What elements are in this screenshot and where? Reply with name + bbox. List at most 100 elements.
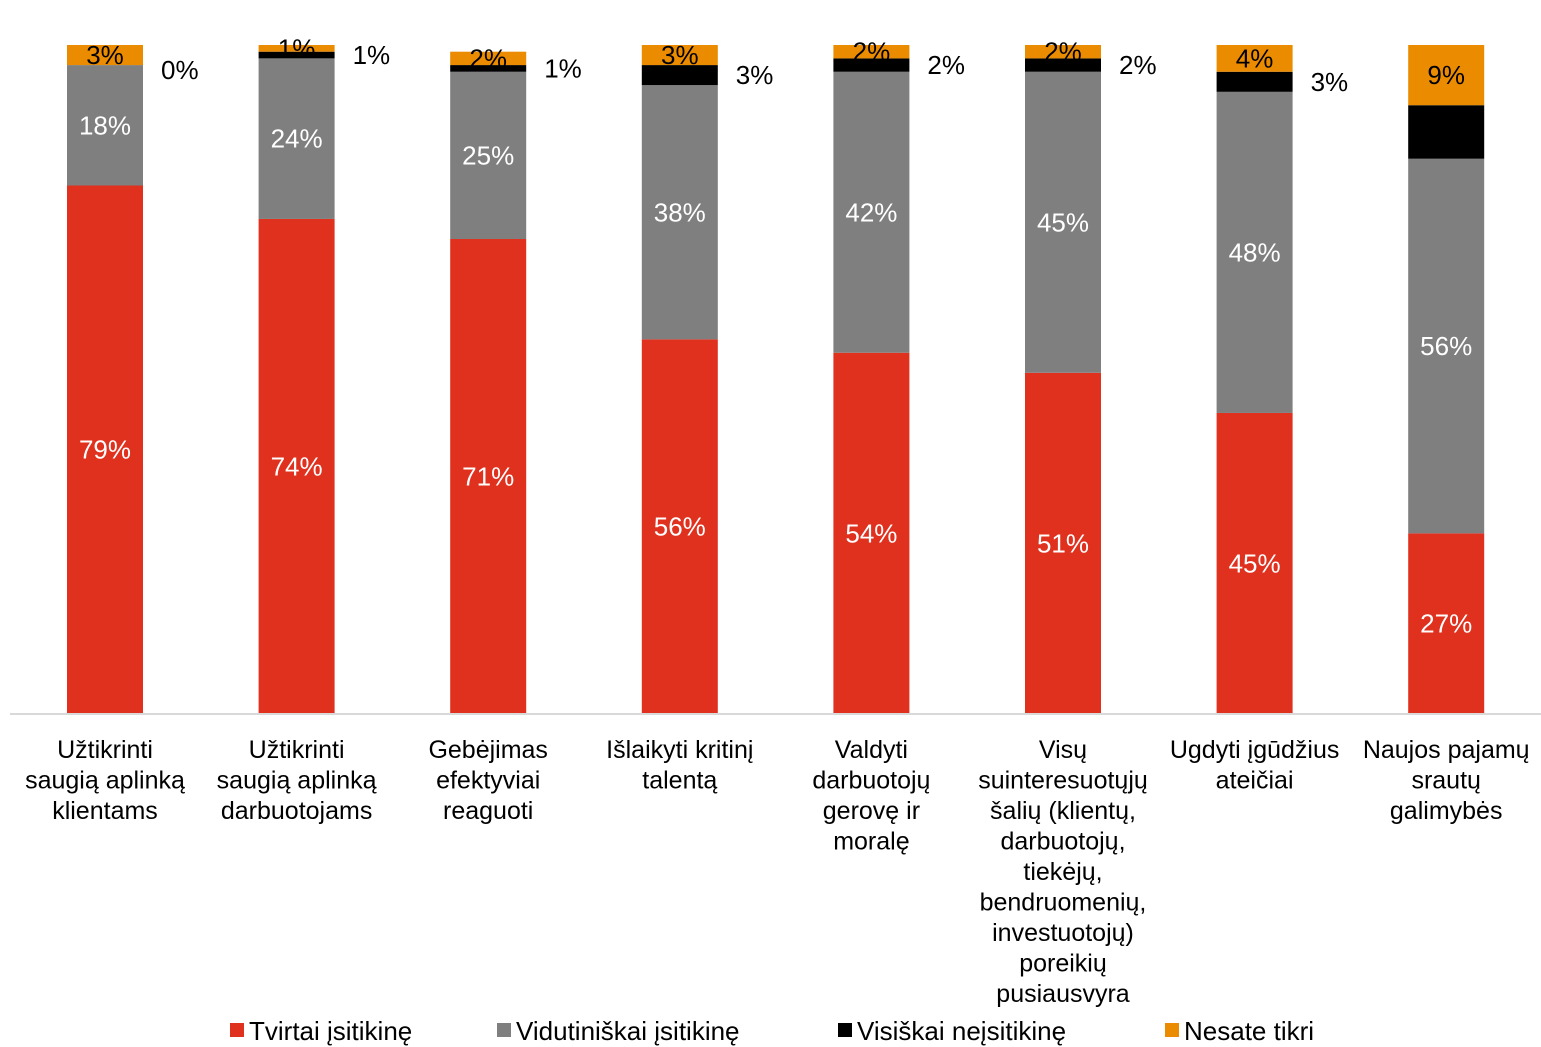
category-label-line: saugią aplinką bbox=[25, 767, 185, 795]
bar-labels-group: 79% 18% 0% 3% 74% 24% 1% 1% 71% 25% 1% 2% 56% 38% 3% 3%… bbox=[79, 33, 1472, 638]
category-label: Ugdyti įgūdžius ateičiai bbox=[1170, 736, 1340, 795]
legend: Tvirtai įsitikinę Vidutiniškai įsitikinę V… bbox=[230, 1016, 1314, 1046]
category-label-line: srautų bbox=[1411, 767, 1480, 795]
bar-segment bbox=[67, 45, 143, 66]
data-label: 45% bbox=[1229, 548, 1281, 578]
bar-segment bbox=[1408, 158, 1485, 534]
legend-label: Tvirtai įsitikinę bbox=[249, 1016, 412, 1046]
data-label: 2% bbox=[927, 50, 965, 80]
data-label: 4% bbox=[1236, 43, 1274, 73]
category-label-line: efektyviai bbox=[436, 767, 540, 795]
legend-label: Visiškai neįsitikinę bbox=[857, 1016, 1066, 1046]
category-labels-group: Užtikrinti saugią aplinką klientamsUžtikri… bbox=[25, 736, 1530, 1008]
bar-segment bbox=[833, 58, 910, 72]
legend-swatch bbox=[838, 1023, 852, 1037]
category-label-line: moralę bbox=[833, 828, 909, 856]
data-label: 3% bbox=[736, 60, 774, 90]
legend-swatch bbox=[230, 1023, 244, 1037]
data-label: 74% bbox=[271, 451, 323, 481]
bar-segment bbox=[1408, 533, 1485, 714]
category-label-line: saugią aplinką bbox=[217, 767, 377, 795]
category-label-line: Užtikrinti bbox=[249, 736, 345, 764]
bar-segment bbox=[258, 218, 335, 714]
bar-segment bbox=[1216, 45, 1293, 72]
bar-segment bbox=[450, 51, 527, 66]
data-label: 2% bbox=[853, 37, 891, 67]
data-label: 1% bbox=[353, 40, 391, 70]
bar-segment bbox=[1216, 91, 1293, 413]
data-label: 45% bbox=[1037, 207, 1089, 237]
category-label-line: gerovę ir bbox=[823, 797, 920, 825]
bar-segment bbox=[1025, 71, 1101, 373]
data-label: 18% bbox=[79, 110, 131, 140]
bar-segment bbox=[1216, 412, 1293, 714]
category-label-line: klientams bbox=[52, 797, 158, 825]
bar-segment bbox=[258, 45, 335, 52]
data-label: 54% bbox=[845, 518, 897, 548]
data-label: 3% bbox=[86, 40, 124, 70]
data-label: 42% bbox=[845, 197, 897, 227]
data-label: 1% bbox=[544, 53, 582, 83]
category-label-line: pusiausvyra bbox=[996, 980, 1129, 1008]
category-label-line: Ugdyti įgūdžius bbox=[1170, 736, 1340, 764]
data-label: 9% bbox=[1427, 60, 1465, 90]
bar-segment bbox=[1025, 45, 1101, 59]
category-label-line: Valdyti bbox=[835, 736, 908, 764]
category-label-line: Užtikrinti bbox=[57, 736, 153, 764]
category-label-line: tiekėjų, bbox=[1023, 858, 1102, 886]
category-label-line: talentą bbox=[642, 767, 717, 795]
bar-segment bbox=[1025, 372, 1101, 714]
data-label: 79% bbox=[79, 435, 131, 465]
category-label-line: investuotojų) bbox=[992, 919, 1134, 947]
data-label: 27% bbox=[1420, 609, 1472, 639]
data-label: 38% bbox=[654, 197, 706, 227]
data-label: 8% bbox=[1427, 117, 1465, 147]
category-label-line: bendruomenių, bbox=[980, 889, 1147, 917]
category-label-line: poreikių bbox=[1019, 950, 1107, 978]
legend-swatch bbox=[497, 1023, 511, 1037]
category-label: Išlaikyti kritinį talentą bbox=[606, 736, 753, 795]
bar-segment bbox=[641, 65, 718, 86]
category-label-line: šalių (klientų, bbox=[990, 797, 1136, 825]
bar-segment bbox=[450, 65, 527, 72]
category-label-line: reaguoti bbox=[443, 797, 533, 825]
data-label: 24% bbox=[271, 124, 323, 154]
category-label: Visų suinteresuotųjų šalių (klientų, darbuo… bbox=[978, 736, 1148, 1008]
category-label: Užtikrinti saugią aplinką darbuotojams bbox=[217, 736, 377, 825]
bar-segment bbox=[641, 45, 718, 66]
data-label: 2% bbox=[469, 43, 507, 73]
legend-label: Vidutiniškai įsitikinę bbox=[516, 1016, 740, 1046]
data-label: 2% bbox=[1119, 50, 1157, 80]
bar-segment bbox=[1408, 105, 1485, 159]
bars-group bbox=[67, 45, 1485, 715]
bar-segment bbox=[67, 65, 143, 186]
category-label-line: darbuotojams bbox=[221, 797, 372, 825]
category-label-line: galimybės bbox=[1390, 797, 1503, 825]
bar-segment bbox=[1408, 45, 1485, 106]
bar-segment bbox=[450, 239, 527, 714]
data-label: 25% bbox=[462, 140, 514, 170]
category-label-line: darbuotojų bbox=[812, 767, 930, 795]
data-label: 56% bbox=[654, 512, 706, 542]
bar-segment bbox=[450, 71, 527, 240]
data-label: 71% bbox=[462, 462, 514, 492]
data-label: 2% bbox=[1044, 37, 1082, 67]
category-label: Gebėjimas efektyviai reaguoti bbox=[428, 736, 548, 825]
category-label-line: ateičiai bbox=[1216, 767, 1294, 795]
category-label-line: suinteresuotųjų bbox=[978, 767, 1148, 795]
legend-swatch bbox=[1165, 1023, 1179, 1037]
category-label-line: Visų bbox=[1039, 736, 1087, 764]
category-label: Užtikrinti saugią aplinką klientams bbox=[25, 736, 185, 825]
data-label: 51% bbox=[1037, 528, 1089, 558]
category-label-line: Išlaikyti kritinį bbox=[606, 736, 753, 764]
data-label: 48% bbox=[1229, 237, 1281, 267]
category-label: Valdyti darbuotojų gerovę ir moralę bbox=[812, 736, 930, 856]
bar-segment bbox=[1025, 58, 1101, 72]
bar-segment bbox=[67, 185, 143, 715]
data-label: 3% bbox=[1311, 67, 1349, 97]
category-label-line: darbuotojų, bbox=[1000, 828, 1125, 856]
bar-segment bbox=[641, 339, 718, 714]
bar-segment bbox=[833, 45, 910, 59]
bar-segment bbox=[641, 85, 718, 340]
